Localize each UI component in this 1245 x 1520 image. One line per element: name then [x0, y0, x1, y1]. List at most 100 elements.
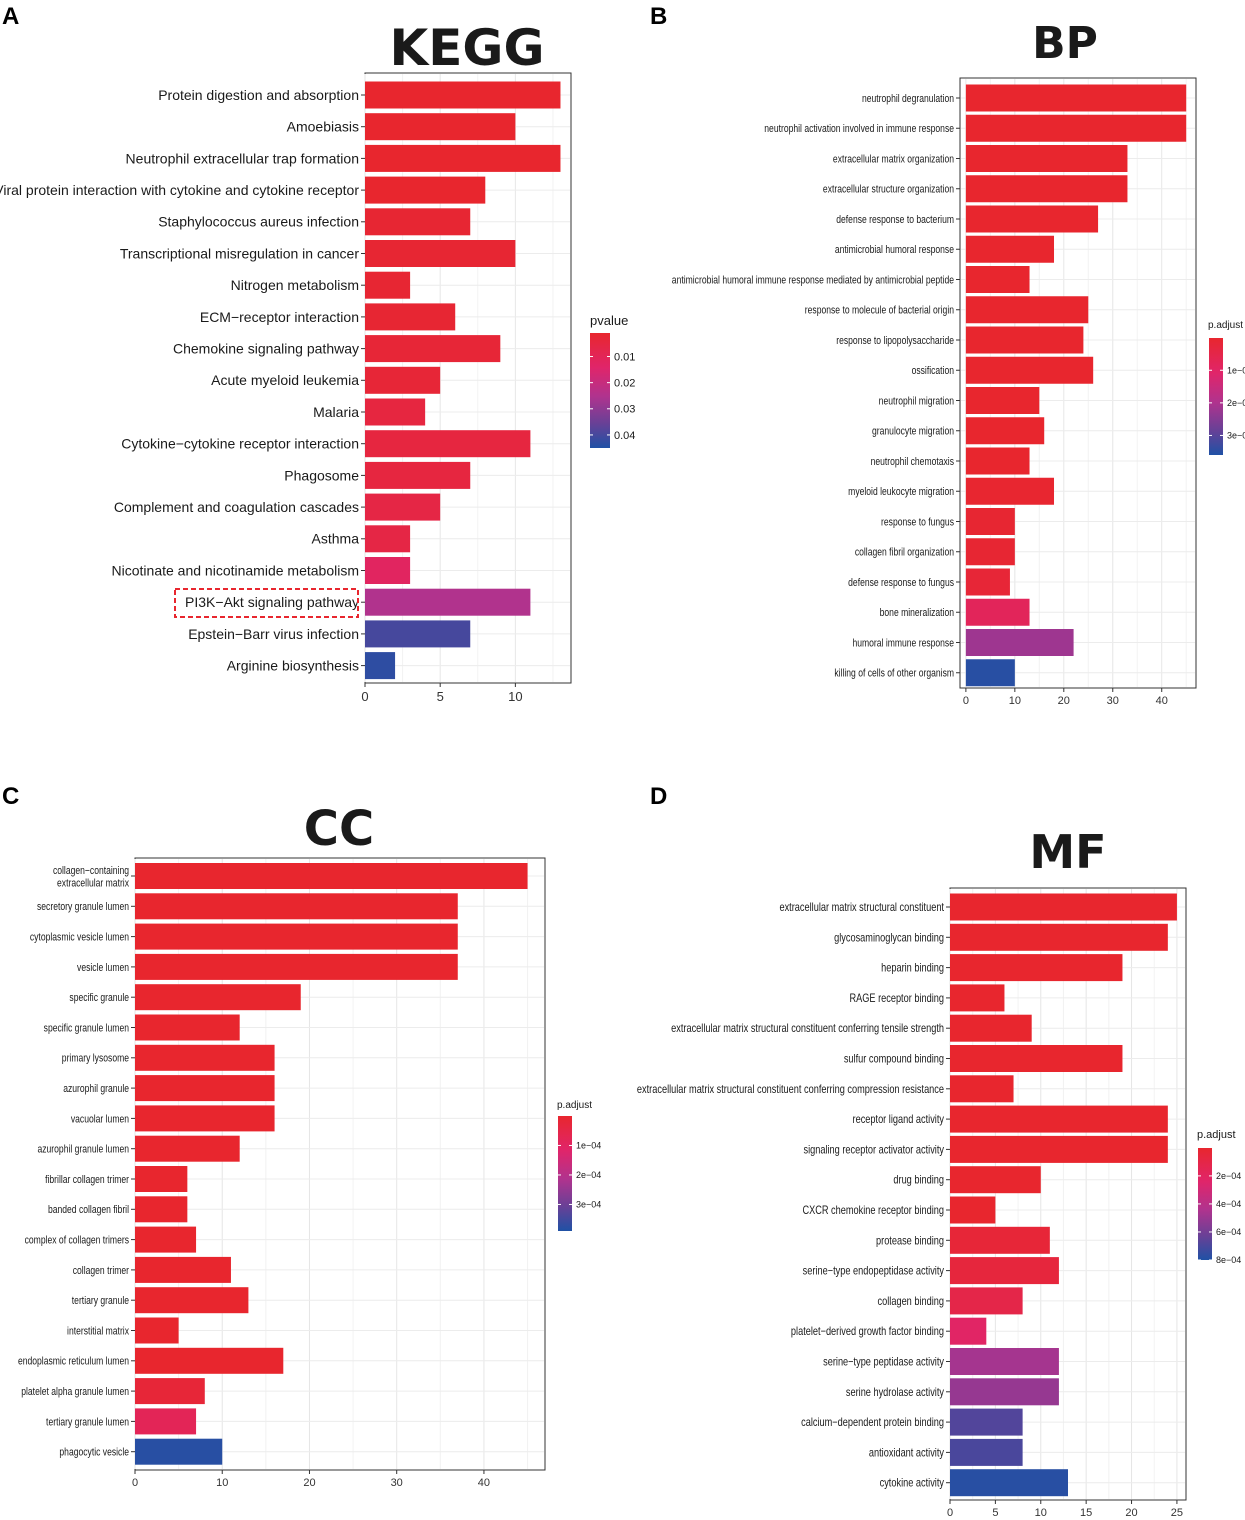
bar-sulfur-compound-binding — [950, 1045, 1123, 1072]
bar-receptor-ligand-activity — [950, 1105, 1168, 1133]
bar-neutrophil-activation-involved-in-immune-response — [965, 114, 1187, 142]
legend-tick-label: 0.04 — [614, 430, 635, 442]
category-label: cytokine activity — [880, 1478, 945, 1490]
bar-response-to-lipopolysaccharide — [965, 326, 1084, 354]
category-label: antioxidant activity — [869, 1448, 945, 1460]
category-label: vesicle lumen — [77, 962, 129, 974]
bar-phagosome — [365, 461, 471, 489]
mf-chart: MF extracellular matrix structural const… — [637, 825, 1241, 1519]
category-label: complex of collagen trimers — [25, 1235, 129, 1247]
cc-chart: CC collagen−containing extracellular matr… — [18, 801, 601, 1489]
bar-nicotinate-and-nicotinamide-metabolism — [365, 557, 411, 584]
category-label: Protein digestion and absorption — [158, 87, 359, 103]
bar-complex-of-collagen-trimers — [135, 1226, 197, 1253]
bar-platelet-alpha-granule-lumen — [135, 1378, 205, 1405]
x-tick-label: 0 — [361, 689, 368, 704]
bar-serine-hydrolase-activity — [950, 1378, 1059, 1406]
category-label: cytoplasmic vesicle lumen — [30, 932, 129, 944]
legend-tick-label: 4e−04 — [1216, 1199, 1241, 1209]
bar-endoplasmic-reticulum-lumen — [135, 1347, 284, 1374]
x-tick-label: 10 — [508, 689, 522, 704]
bar-signaling-receptor-activator-activity — [950, 1135, 1168, 1163]
bar-drug-binding — [950, 1166, 1041, 1194]
category-label: collagen fibril organization — [855, 547, 954, 559]
bar-complement-and-coagulation-cascades — [365, 493, 441, 521]
bar-neutrophil-degranulation — [965, 84, 1187, 112]
category-label: myeloid leukocyte migration — [848, 486, 954, 498]
category-label: Transcriptional misregulation in cancer — [120, 245, 359, 261]
category-label: heparin binding — [881, 963, 944, 975]
category-label: serine−type endopeptidase activity — [803, 1266, 945, 1278]
legend-tick-label: 6e−04 — [1216, 1227, 1241, 1237]
category-label: defense response to fungus — [848, 577, 954, 589]
bar-chemokine-signaling-pathway — [365, 335, 501, 363]
x-tick-label: 5 — [992, 1507, 998, 1519]
legend-tick-label: 0.02 — [614, 378, 635, 390]
x-tick-label: 10 — [216, 1477, 228, 1489]
category-label: interstitial matrix — [67, 1325, 129, 1337]
legend: p.adjust 2e−04 4e−04 6e−04 8e−04 — [1197, 1129, 1241, 1265]
category-label: neutrophil chemotaxis — [871, 456, 954, 468]
color-scale — [1209, 338, 1223, 455]
category-label: Staphylococcus aureus infection — [158, 214, 359, 230]
x-tick-label: 30 — [391, 1477, 403, 1489]
bar-epstein-barr-virus-infection — [365, 620, 471, 648]
bar-arginine-biosynthesis — [365, 652, 396, 680]
legend-title: p.adjust — [1208, 320, 1243, 331]
bar-fibrillar-collagen-trimer — [135, 1166, 188, 1192]
category-label: killing of cells of other organism — [834, 668, 954, 680]
category-label: response to fungus — [881, 516, 954, 528]
category-label: serine−type peptidase activity — [823, 1357, 945, 1369]
bar-rage-receptor-binding — [950, 984, 1005, 1012]
category-label: tertiary granule — [72, 1295, 130, 1307]
category-label: defense response to bacterium — [836, 214, 954, 226]
legend-tick-label: 3e−04 — [576, 1200, 601, 1210]
bar-response-to-molecule-of-bacterial-origin — [965, 296, 1089, 324]
bar-malaria — [365, 398, 426, 426]
bar-defense-response-to-fungus — [965, 568, 1010, 596]
panel-letter-b: B — [650, 3, 667, 30]
bar-cxcr-chemokine-receptor-binding — [950, 1196, 996, 1224]
category-label: PI3K−Akt signaling pathway — [185, 594, 359, 610]
category-label: azurophil granule — [63, 1083, 129, 1095]
bar-banded-collagen-fibril — [135, 1196, 188, 1223]
category-label: platelet alpha granule lumen — [21, 1386, 129, 1398]
bar-extracellular-structure-organization — [965, 175, 1128, 203]
category-label: Cytokine−cytokine receptor interaction — [121, 436, 359, 452]
bar-extracellular-matrix-structural-constituent-conferring-tensile-strength — [950, 1014, 1032, 1042]
x-tick-label: 20 — [1125, 1507, 1137, 1519]
category-label: Viral protein interaction with cytokine … — [0, 182, 359, 198]
category-label: Acute myeloid leukemia — [211, 372, 359, 388]
bar-pi3k-akt-signaling-pathway — [365, 588, 531, 616]
category-label: Epstein−Barr virus infection — [188, 626, 359, 642]
bar-calcium-dependent-protein-binding — [950, 1408, 1023, 1436]
category-label: extracellular matrix structural constitu… — [779, 902, 944, 914]
category-label: Amoebiasis — [287, 119, 359, 135]
legend-title: p.adjust — [1197, 1129, 1236, 1141]
category-label: azurophil granule lumen — [37, 1144, 129, 1156]
highlight-box — [174, 588, 359, 618]
legend-tick-label: 3e−06 — [1227, 431, 1245, 441]
bar-ossification — [965, 356, 1094, 384]
x-tick-label: 0 — [947, 1507, 953, 1519]
x-tick-label: 40 — [1156, 695, 1168, 707]
bar-phagocytic-vesicle — [135, 1438, 223, 1465]
category-label: extracellular matrix structural constitu… — [637, 1084, 944, 1096]
bar-antioxidant-activity — [950, 1438, 1023, 1466]
bar-cytoplasmic-vesicle-lumen — [135, 923, 458, 950]
category-label: specific granule — [69, 992, 129, 1004]
category-label: Complement and coagulation cascades — [114, 499, 359, 515]
bar-ecm-receptor-interaction — [365, 303, 456, 331]
category-label: antimicrobial humoral response — [835, 244, 955, 256]
x-tick-label: 25 — [1171, 1507, 1183, 1519]
chart-title: KEGG — [390, 19, 545, 77]
category-label: calcium−dependent protein binding — [801, 1417, 944, 1429]
legend-tick-label: 2e−04 — [1216, 1171, 1241, 1181]
bar-humoral-immune-response — [965, 629, 1074, 656]
category-label: ECM−receptor interaction — [200, 309, 359, 325]
bar-response-to-fungus — [965, 508, 1015, 535]
bar-primary-lysosome — [135, 1044, 275, 1071]
bar-myeloid-leukocyte-migration — [965, 477, 1055, 505]
legend-tick-label: 8e−04 — [1216, 1255, 1241, 1265]
bar-collagen-binding — [950, 1287, 1023, 1315]
